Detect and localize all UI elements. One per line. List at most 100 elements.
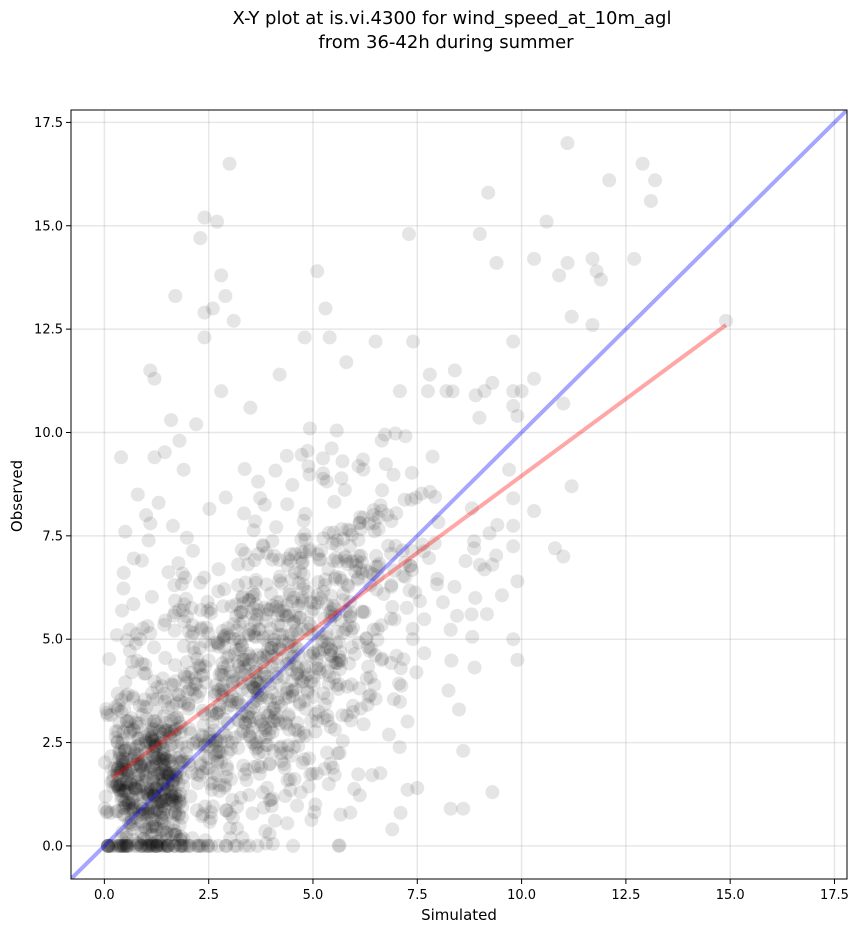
scatter-point xyxy=(211,636,226,651)
scatter-point xyxy=(222,630,237,645)
scatter-point xyxy=(351,532,366,547)
scatter-point xyxy=(148,828,163,843)
scatter-point xyxy=(281,709,296,724)
scatter-point xyxy=(156,763,171,778)
scatter-point xyxy=(485,785,500,800)
scatter-point xyxy=(301,585,316,600)
scatter-point xyxy=(113,764,128,779)
scatter-point xyxy=(266,744,281,759)
scatter-point xyxy=(171,556,186,571)
scatter-point xyxy=(149,795,164,810)
scatter-point xyxy=(302,751,317,766)
scatter-point xyxy=(137,756,152,771)
scatter-point xyxy=(514,384,529,399)
scatter-point xyxy=(116,757,131,772)
scatter-point xyxy=(112,777,127,792)
scatter-point xyxy=(374,618,389,633)
scatter-point xyxy=(255,785,270,800)
scatter-point xyxy=(229,695,244,710)
scatter-point xyxy=(124,711,139,726)
scatter-point xyxy=(218,838,233,853)
scatter-point xyxy=(398,429,413,444)
scatter-point xyxy=(184,665,199,680)
x-tick-label: 10.0 xyxy=(507,888,536,903)
scatter-point xyxy=(157,801,172,816)
scatter-point xyxy=(142,838,157,853)
scatter-point xyxy=(162,726,177,741)
scatter-point xyxy=(347,647,362,662)
scatter-point xyxy=(218,490,233,505)
scatter-point xyxy=(140,783,155,798)
scatter-point xyxy=(140,832,155,847)
y-tick-label: 17.5 xyxy=(34,116,63,131)
scatter-point xyxy=(278,715,293,730)
scatter-point xyxy=(294,545,309,560)
y-tick-label: 12.5 xyxy=(34,323,63,338)
scatter-point xyxy=(297,330,312,345)
scatter-point xyxy=(272,678,287,693)
scatter-point xyxy=(143,626,158,641)
scatter-point xyxy=(265,659,280,674)
scatter-point xyxy=(124,815,139,830)
scatter-point xyxy=(217,629,232,644)
scatter-point xyxy=(237,667,252,682)
scatter-point xyxy=(205,301,220,316)
scatter-point xyxy=(216,683,231,698)
scatter-point xyxy=(214,268,229,283)
scatter-point xyxy=(357,605,372,620)
scatter-point xyxy=(172,793,187,808)
scatter-point xyxy=(166,608,181,623)
scatter-point xyxy=(131,752,146,767)
scatter-point xyxy=(320,713,335,728)
scatter-point xyxy=(179,655,194,670)
scatter-point xyxy=(112,715,127,730)
scatter-point xyxy=(327,601,342,616)
scatter-point xyxy=(387,563,402,578)
scatter-point xyxy=(182,757,197,772)
scatter-point xyxy=(280,816,295,831)
scatter-point xyxy=(329,537,344,552)
scatter-point xyxy=(127,790,142,805)
scatter-point xyxy=(168,674,183,689)
scatter-point xyxy=(149,747,164,762)
scatter-point xyxy=(113,784,128,799)
scatter-point xyxy=(286,740,301,755)
scatter-point xyxy=(121,763,136,778)
scatter-point xyxy=(136,831,151,846)
scatter-point xyxy=(177,838,192,853)
scatter-point xyxy=(271,603,286,618)
scatter-point xyxy=(121,796,136,811)
scatter-point xyxy=(173,694,188,709)
scatter-point xyxy=(144,730,159,745)
scatter-point xyxy=(133,838,148,853)
scatter-point xyxy=(156,776,171,791)
scatter-point xyxy=(247,737,262,752)
scatter-point xyxy=(242,838,257,853)
scatter-point xyxy=(217,628,232,643)
scatter-point xyxy=(219,803,234,818)
scatter-point xyxy=(293,564,308,579)
scatter-point xyxy=(111,760,126,775)
scatter-point xyxy=(296,577,311,592)
scatter-point xyxy=(155,822,170,837)
scatter-point xyxy=(215,656,230,671)
scatter-point xyxy=(135,802,150,817)
scatter-point xyxy=(160,781,175,796)
scatter-point xyxy=(138,733,153,748)
scatter-point xyxy=(213,755,228,770)
scatter-point xyxy=(137,729,152,744)
scatter-point xyxy=(427,536,442,551)
scatter-point xyxy=(283,553,298,568)
scatter-point xyxy=(233,790,248,805)
scatter-point xyxy=(150,680,165,695)
scatter-point xyxy=(309,660,324,675)
scatter-point xyxy=(166,778,181,793)
scatter-point xyxy=(510,574,525,589)
scatter-point xyxy=(125,792,140,807)
scatter-point xyxy=(250,648,265,663)
scatter-point xyxy=(305,627,320,642)
scatter-point xyxy=(352,516,367,531)
scatter-point xyxy=(149,780,164,795)
scatter-point xyxy=(196,838,211,853)
scatter-point xyxy=(251,546,266,561)
